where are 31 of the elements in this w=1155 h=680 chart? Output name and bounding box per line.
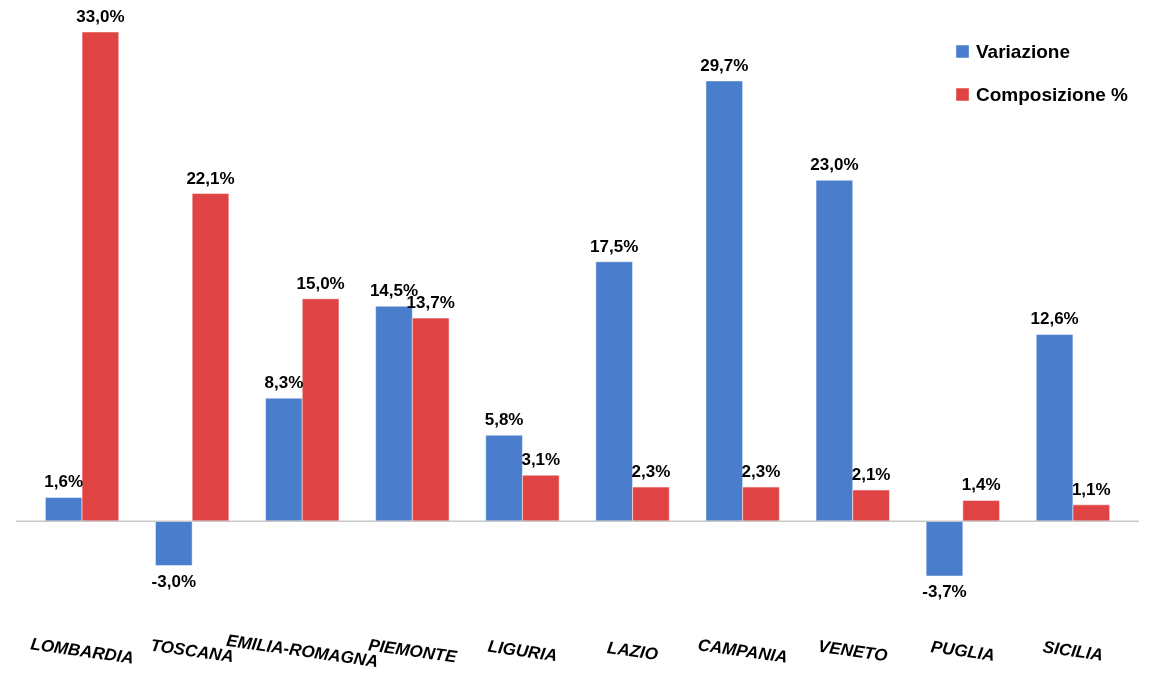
data-label: 2,3%: [741, 462, 781, 482]
data-label: 12,6%: [1030, 309, 1079, 329]
data-label: 29,7%: [700, 55, 749, 75]
data-label: 1,1%: [1071, 479, 1111, 499]
data-label: 17,5%: [590, 236, 639, 256]
bar: [191, 193, 230, 522]
bar: [962, 500, 1000, 522]
bar: [925, 520, 964, 577]
data-label: 1,4%: [961, 475, 1001, 495]
data-label: 23,0%: [810, 155, 859, 175]
data-label: 33,0%: [76, 7, 125, 26]
x-tick-label: LAZIO: [606, 638, 660, 664]
data-label: -3,0%: [151, 571, 197, 591]
x-tick-label: PUGLIA: [929, 637, 997, 665]
data-label: -3,7%: [922, 582, 967, 601]
data-label: 1,6%: [44, 472, 84, 492]
data-label: 3,1%: [521, 450, 561, 470]
data-label: 8,3%: [264, 373, 304, 393]
bar: [155, 520, 193, 566]
x-tick-label: SICILIA: [1041, 637, 1105, 665]
data-label: 15,0%: [296, 273, 345, 293]
data-label: 22,1%: [186, 168, 235, 188]
x-tick-label: LOMBARDIA: [29, 634, 135, 668]
legend-label: Variazione: [976, 40, 1070, 62]
data-label: 2,1%: [851, 465, 891, 485]
data-label: 2,3%: [631, 462, 671, 482]
legend-label: Composizione %: [976, 83, 1129, 105]
x-tick-label: LIGURIA: [486, 636, 559, 666]
data-label: 5,8%: [484, 410, 524, 430]
x-tick-label: CAMPANIA: [696, 635, 789, 667]
x-tick-label: VENETO: [817, 636, 889, 666]
